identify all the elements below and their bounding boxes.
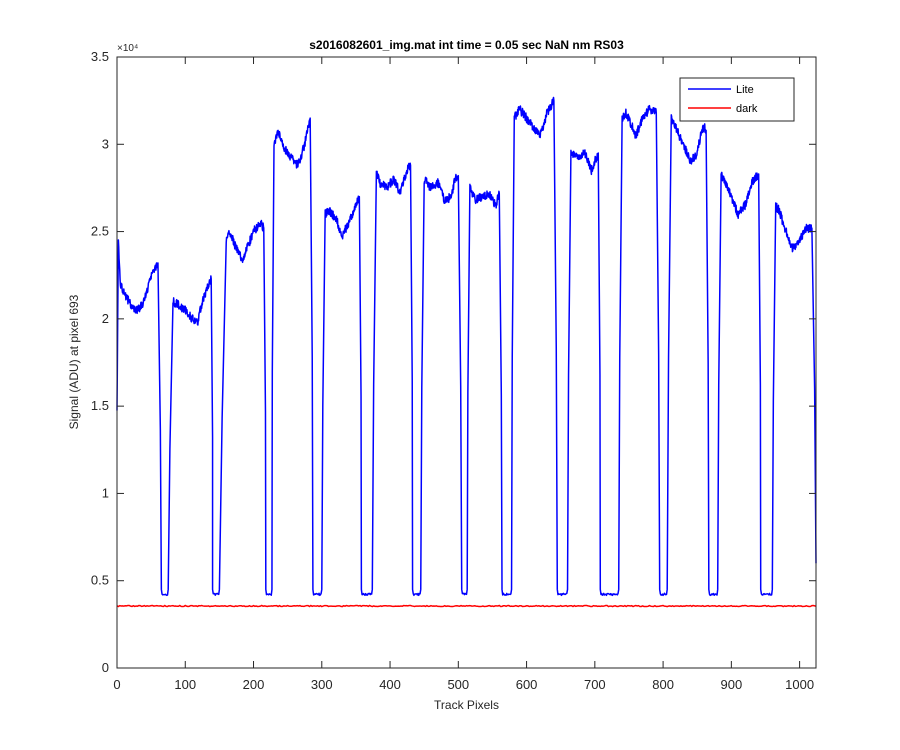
y-axis-label: Signal (ADU) at pixel 693 — [67, 294, 81, 429]
legend-box — [679, 77, 795, 122]
x-tick-label: 600 — [516, 677, 538, 692]
y-tick-label: 1 — [102, 485, 109, 500]
x-tick-label: 0 — [113, 677, 120, 692]
series-line-dark — [116, 604, 817, 608]
tick-layer: 0 100 200 300 400 500 600 700 800 900 1000 0 0.5 1 1.5… — [91, 49, 816, 692]
series-layer — [116, 96, 817, 608]
legend-label-lite: Lite — [736, 84, 754, 96]
y-exponent-label: ×10⁴ — [117, 43, 138, 54]
y-tick-label: 1.5 — [91, 398, 109, 413]
plot-area — [117, 57, 816, 668]
chart-title: s2016082601_img.mat int time = 0.05 sec … — [309, 38, 624, 52]
x-tick-label: 200 — [243, 677, 265, 692]
x-tick-label: 100 — [174, 677, 196, 692]
x-tick-label: 500 — [447, 677, 469, 692]
y-tick-label: 0.5 — [91, 573, 109, 588]
x-axis-label: Track Pixels — [434, 698, 499, 712]
x-tick-label: 700 — [584, 677, 606, 692]
y-tick-label: 3 — [102, 136, 109, 151]
y-tick-label: 2.5 — [91, 224, 109, 239]
x-tick-label: 300 — [311, 677, 333, 692]
y-tick-label: 2 — [102, 311, 109, 326]
legend-label-dark: dark — [736, 103, 758, 115]
x-tick-label: 400 — [379, 677, 401, 692]
axes-box — [116, 56, 817, 669]
x-tick-label: 900 — [721, 677, 743, 692]
legend[interactable]: Lite dark — [679, 77, 795, 122]
x-tick-label: 800 — [652, 677, 674, 692]
series-line-lite — [116, 96, 817, 597]
y-tick-label: 3.5 — [91, 49, 109, 64]
y-tick-label: 0 — [102, 660, 109, 675]
x-tick-label: 1000 — [785, 677, 814, 692]
